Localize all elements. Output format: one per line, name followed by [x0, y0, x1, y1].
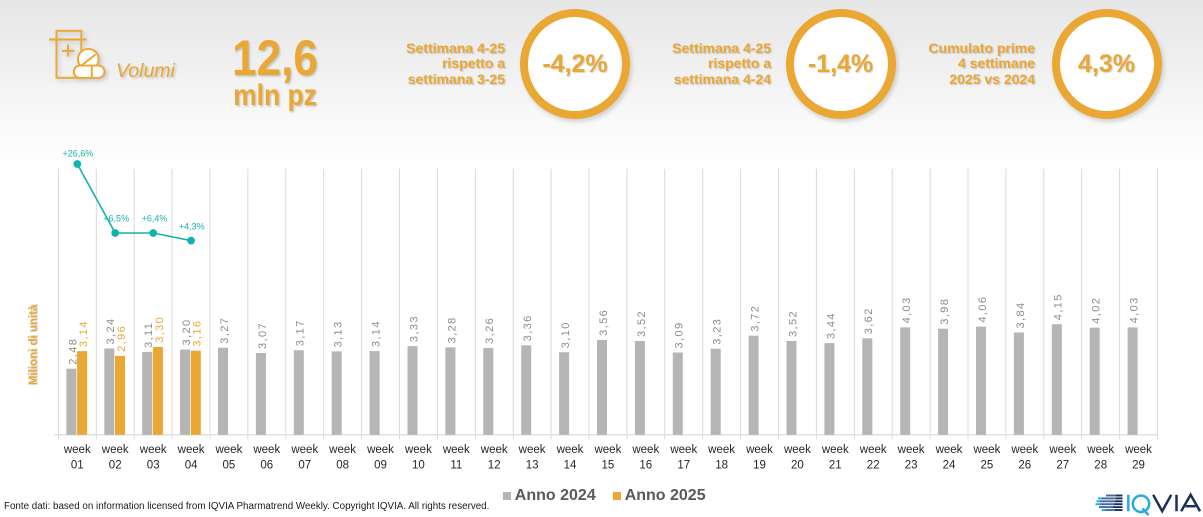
svg-text:week: week [1010, 444, 1038, 456]
svg-text:week: week [177, 444, 205, 456]
svg-text:week: week [290, 444, 318, 456]
svg-text:4,02: 4,02 [1091, 297, 1103, 324]
svg-text:+6,5%: +6,5% [103, 214, 129, 224]
svg-text:05: 05 [223, 460, 236, 472]
svg-text:week: week [366, 444, 394, 456]
svg-text:3,13: 3,13 [333, 320, 345, 347]
svg-text:+6,4%: +6,4% [142, 214, 168, 224]
svg-text:3,27: 3,27 [219, 317, 231, 344]
svg-text:3,33: 3,33 [408, 315, 420, 342]
svg-text:week: week [859, 444, 887, 456]
svg-text:3,11: 3,11 [143, 322, 155, 348]
svg-text:3,28: 3,28 [446, 316, 458, 343]
svg-text:3,10: 3,10 [560, 321, 572, 348]
svg-text:3,98: 3,98 [939, 298, 951, 325]
svg-text:week: week [101, 444, 129, 456]
svg-text:3,62: 3,62 [863, 307, 875, 334]
svg-text:17: 17 [677, 460, 690, 472]
svg-text:+26,6%: +26,6% [63, 149, 94, 159]
svg-text:3,36: 3,36 [522, 314, 534, 341]
svg-text:+4,3%: +4,3% [179, 222, 205, 232]
svg-text:2,48: 2,48 [67, 338, 79, 365]
svg-text:week: week [139, 444, 167, 456]
svg-text:week: week [1124, 444, 1152, 456]
svg-text:week: week [214, 444, 242, 456]
svg-text:3,20: 3,20 [181, 318, 193, 345]
svg-text:week: week [745, 444, 773, 456]
svg-text:29: 29 [1132, 460, 1145, 472]
svg-text:09: 09 [374, 460, 387, 472]
svg-text:26: 26 [1018, 460, 1031, 472]
svg-text:3,24: 3,24 [105, 317, 117, 344]
svg-text:18: 18 [715, 460, 728, 472]
svg-text:week: week [63, 444, 91, 456]
svg-text:week: week [821, 444, 849, 456]
svg-text:28: 28 [1094, 460, 1107, 472]
svg-text:week: week [252, 444, 280, 456]
svg-text:02: 02 [109, 460, 122, 472]
svg-text:11: 11 [450, 460, 462, 472]
svg-text:3,30: 3,30 [154, 316, 166, 343]
svg-text:3,52: 3,52 [636, 310, 648, 337]
svg-text:15: 15 [602, 460, 615, 472]
svg-text:22: 22 [867, 460, 880, 472]
svg-text:week: week [669, 444, 697, 456]
svg-text:20: 20 [791, 460, 804, 472]
svg-text:3,17: 3,17 [295, 319, 307, 346]
svg-text:week: week [1086, 444, 1114, 456]
svg-text:week: week [404, 444, 432, 456]
svg-text:19: 19 [753, 460, 766, 472]
svg-text:4,03: 4,03 [901, 296, 913, 323]
svg-text:4,06: 4,06 [977, 296, 989, 323]
svg-text:25: 25 [981, 460, 994, 472]
svg-text:3,84: 3,84 [1015, 301, 1027, 328]
svg-text:3,23: 3,23 [712, 318, 724, 345]
svg-text:week: week [783, 444, 811, 456]
svg-text:3,14: 3,14 [78, 320, 90, 347]
svg-text:13: 13 [526, 460, 539, 472]
svg-text:14: 14 [564, 460, 577, 472]
svg-text:week: week [518, 444, 546, 456]
svg-text:week: week [480, 444, 508, 456]
svg-text:16: 16 [639, 460, 652, 472]
svg-text:01: 01 [71, 460, 84, 472]
svg-text:week: week [935, 444, 963, 456]
svg-text:04: 04 [185, 460, 198, 472]
svg-text:week: week [442, 444, 470, 456]
svg-text:23: 23 [905, 460, 918, 472]
svg-text:27: 27 [1056, 460, 1069, 472]
svg-text:3,52: 3,52 [787, 310, 799, 337]
svg-text:12: 12 [488, 460, 501, 472]
svg-text:3,14: 3,14 [371, 320, 383, 347]
svg-text:3,16: 3,16 [192, 320, 204, 347]
svg-text:2,96: 2,96 [116, 325, 128, 352]
svg-text:4,15: 4,15 [1053, 293, 1065, 320]
svg-text:24: 24 [943, 460, 956, 472]
svg-text:3,44: 3,44 [825, 312, 837, 339]
svg-text:week: week [593, 444, 621, 456]
svg-text:week: week [972, 444, 1000, 456]
svg-text:week: week [897, 444, 925, 456]
svg-text:week: week [631, 444, 659, 456]
svg-text:week: week [707, 444, 735, 456]
svg-text:3,26: 3,26 [484, 317, 496, 344]
svg-text:07: 07 [298, 460, 311, 472]
svg-text:08: 08 [336, 460, 349, 472]
svg-text:week: week [556, 444, 584, 456]
svg-text:week: week [328, 444, 356, 456]
svg-text:4,03: 4,03 [1129, 296, 1141, 323]
svg-text:3,09: 3,09 [674, 321, 686, 348]
svg-text:06: 06 [260, 460, 273, 472]
svg-text:3,07: 3,07 [257, 322, 269, 349]
svg-text:10: 10 [412, 460, 425, 472]
svg-text:03: 03 [147, 460, 160, 472]
svg-text:21: 21 [829, 460, 842, 472]
svg-text:week: week [1048, 444, 1076, 456]
svg-text:3,72: 3,72 [750, 305, 762, 332]
svg-text:3,56: 3,56 [598, 309, 610, 336]
